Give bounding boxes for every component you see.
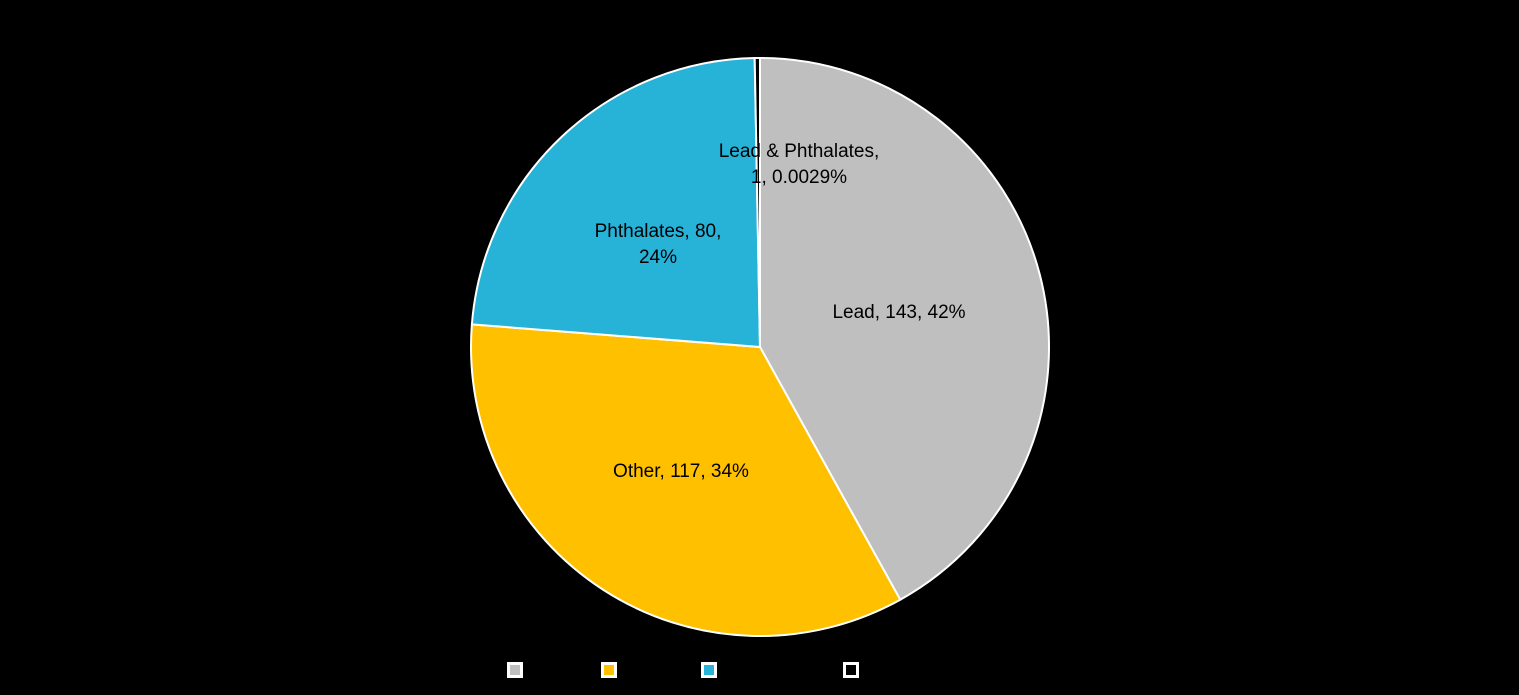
legend-swatch-phthalates — [700, 661, 717, 678]
legend-swatch-lead — [507, 661, 523, 678]
legend-item-other: Other — [601, 659, 671, 680]
legend-item-phthalates: Phthalates — [700, 659, 813, 680]
legend-swatch-lead-phthalates — [842, 661, 859, 678]
pie-slice-lead — [759, 57, 1050, 601]
legend-label-lead-phthalates: Lead & Phthalates — [864, 659, 1020, 680]
chart-legend: Lead Other Phthalates Lead & Phthalates — [507, 659, 1050, 680]
legend-label-phthalates: Phthalates — [722, 659, 813, 680]
pie-slice-other — [470, 323, 902, 637]
legend-item-lead: Lead — [507, 659, 572, 680]
data-label-other: Other, 117, 34% — [613, 461, 749, 482]
pie-slice-lead-phthalates — [753, 57, 761, 348]
data-label-lead: Lead, 143, 42% — [832, 302, 966, 323]
data-label-phthalates: Phthalates, 80, 24% — [594, 221, 722, 268]
legend-swatch-other — [601, 661, 618, 678]
data-label-lead-phthalates: Lead & Phthalates, 1, 0.0029% — [718, 141, 880, 188]
legend-label-lead: Lead — [529, 659, 572, 680]
legend-label-other: Other — [623, 659, 671, 680]
legend-item-lead-phthalates: Lead & Phthalates — [842, 659, 1020, 680]
pie-slice-phthalates — [470, 57, 761, 348]
